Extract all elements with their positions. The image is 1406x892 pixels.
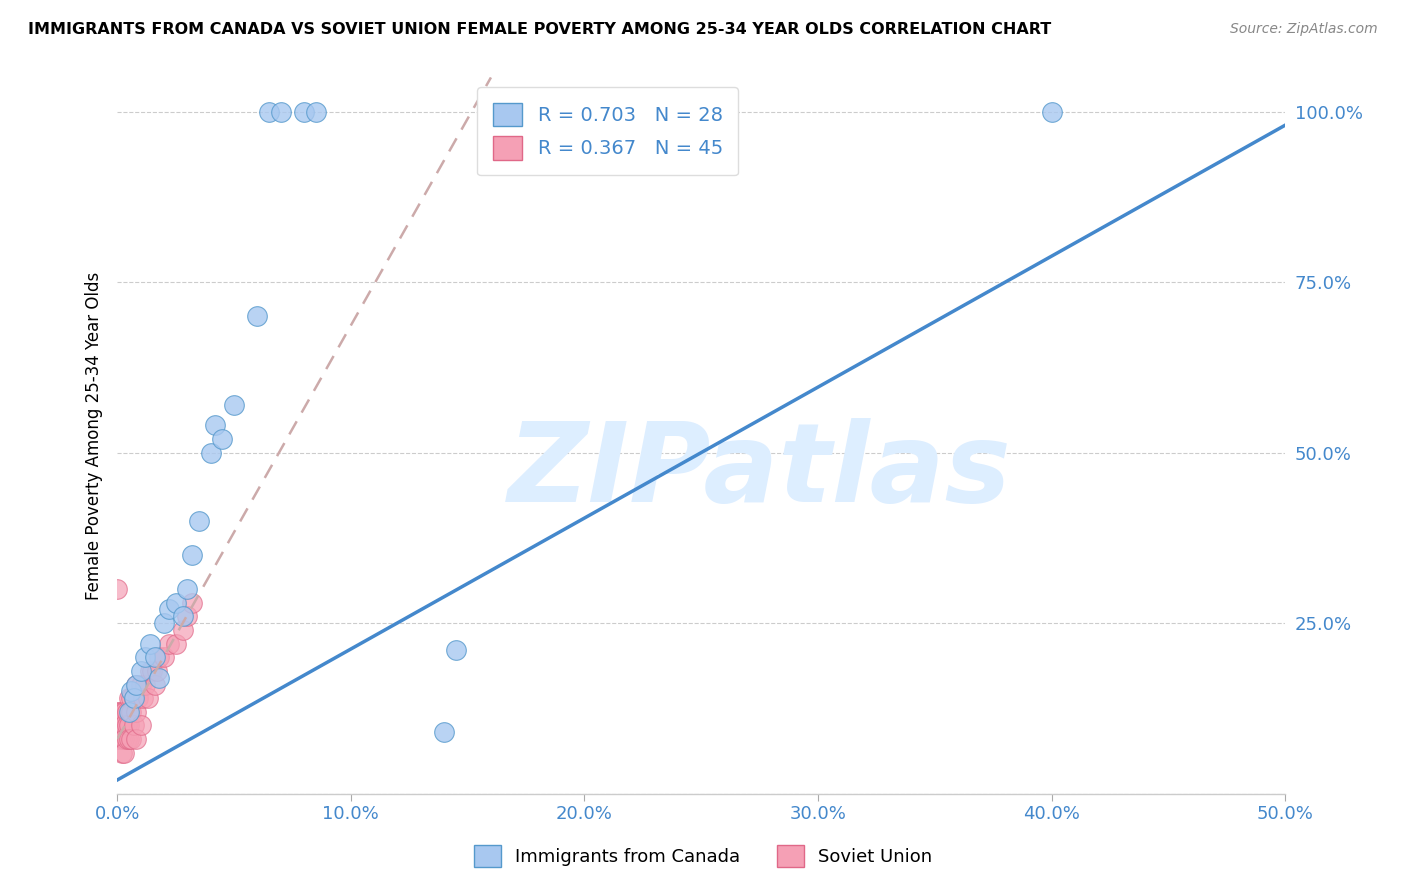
Point (112, 718, 135, 732)
Point (125, 732, 148, 747)
Text: IMMIGRANTS FROM CANADA VS SOVIET UNION FEMALE POVERTY AMONG 25-34 YEAR OLDS CORR: IMMIGRANTS FROM CANADA VS SOVIET UNION F… (28, 22, 1052, 37)
Point (222, 398, 245, 412)
Point (153, 650, 176, 665)
Point (118, 691, 141, 706)
Point (200, 445, 222, 459)
Point (120, 732, 142, 747)
Point (134, 650, 156, 665)
Point (108, 732, 131, 747)
Point (134, 677, 156, 691)
Point (165, 637, 187, 651)
Legend: Immigrants from Canada, Soviet Union: Immigrants from Canada, Soviet Union (467, 838, 939, 874)
Point (129, 677, 152, 691)
Point (257, 104, 280, 119)
Point (115, 732, 138, 747)
Point (105, 705, 128, 719)
Point (172, 623, 194, 637)
Point (111, 746, 134, 760)
Point (433, 725, 456, 739)
Point (111, 705, 134, 719)
Point (120, 705, 142, 719)
Point (125, 705, 148, 719)
Point (153, 616, 176, 631)
Point (165, 596, 187, 610)
Point (187, 514, 209, 528)
Point (181, 596, 204, 610)
Point (120, 684, 142, 698)
Point (148, 671, 170, 685)
Point (111, 718, 134, 732)
Point (181, 548, 204, 562)
Point (246, 309, 269, 323)
Point (112, 746, 135, 760)
Point (305, 104, 328, 119)
Point (1040, 104, 1063, 119)
Point (122, 691, 145, 706)
Point (157, 637, 180, 651)
Point (139, 637, 162, 651)
Point (115, 705, 138, 719)
Point (292, 104, 315, 119)
Point (143, 677, 166, 691)
Point (125, 677, 148, 691)
Point (115, 718, 138, 732)
Point (108, 705, 131, 719)
Point (129, 664, 152, 678)
Point (112, 732, 135, 747)
Point (136, 691, 159, 706)
Point (105, 582, 128, 596)
Y-axis label: Female Poverty Among 25-34 Year Olds: Female Poverty Among 25-34 Year Olds (86, 271, 103, 599)
Point (148, 650, 170, 665)
Point (270, 104, 292, 119)
Point (146, 664, 169, 678)
Point (129, 718, 152, 732)
Point (143, 650, 166, 665)
Point (132, 691, 155, 706)
Text: Source: ZipAtlas.com: Source: ZipAtlas.com (1230, 22, 1378, 37)
Point (204, 418, 226, 433)
Point (157, 602, 180, 616)
Point (118, 718, 141, 732)
Point (444, 643, 467, 657)
Point (176, 582, 198, 596)
Point (105, 732, 128, 747)
Point (108, 718, 131, 732)
Text: ZIPatlas: ZIPatlas (508, 417, 1011, 524)
Point (118, 705, 141, 719)
Point (112, 705, 135, 719)
Point (139, 664, 162, 678)
Point (122, 691, 145, 706)
Point (127, 691, 149, 706)
Point (125, 677, 148, 691)
Point (211, 432, 233, 446)
Point (111, 732, 134, 747)
Point (122, 718, 145, 732)
Legend: R = 0.703   N = 28, R = 0.367   N = 45: R = 0.703 N = 28, R = 0.367 N = 45 (477, 87, 738, 176)
Point (141, 664, 163, 678)
Point (172, 609, 194, 624)
Point (120, 691, 142, 706)
Point (118, 732, 141, 747)
Point (176, 609, 198, 624)
